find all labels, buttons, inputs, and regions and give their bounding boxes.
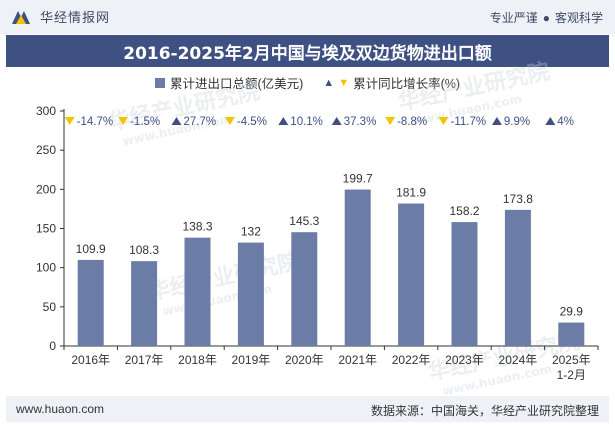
bar [504, 209, 531, 346]
x-category-label: 2021年 [338, 353, 377, 367]
bar-value-label: 138.3 [182, 220, 212, 234]
footer-url[interactable]: www.huaon.com [16, 402, 105, 416]
bar-value-label: 145.3 [289, 214, 319, 228]
y-tick-label: 0 [49, 339, 56, 353]
x-category-label: 2025年 [552, 353, 591, 367]
y-tick-label: 50 [43, 300, 57, 314]
y-tick-label: 200 [36, 182, 56, 196]
y-tick-label: 250 [36, 143, 56, 157]
slogan-left: 专业严谨 [489, 11, 538, 25]
legend-bar-label: 累计进出口总额(亿美元) [169, 77, 304, 91]
bar-value-label: 132 [241, 225, 261, 239]
legend-up-triangle-icon: ▲ [323, 76, 335, 89]
growth-up-triangle-icon [278, 117, 289, 125]
brand-logo-icon [10, 8, 32, 26]
brand: 华经情报网 [10, 7, 110, 26]
growth-rate-label: -14.7% [77, 116, 113, 128]
growth-rate-label: 27.7% [184, 116, 217, 128]
bar-value-label: 199.7 [343, 172, 373, 186]
growth-down-triangle-icon [224, 117, 235, 125]
chart-title: 2016-2025年2月中国与埃及双边货物进出口额 [123, 43, 492, 64]
footer-source: 数据来源：中国海关，华经产业研究院整理 [370, 404, 599, 418]
slogan: 专业严谨 ● 客观科学 [490, 9, 603, 26]
growth-up-triangle-icon [545, 117, 556, 125]
bar [291, 232, 318, 346]
x-category-label: 2023年 [445, 353, 484, 367]
footer-bar: www.huaon.com 数据来源：中国海关，华经产业研究院整理 [6, 396, 609, 422]
bar [77, 259, 104, 346]
bar [184, 237, 211, 346]
bar-value-label: 158.2 [449, 204, 479, 218]
bar [131, 261, 158, 346]
legend-bar-swatch [154, 77, 165, 88]
x-category-label: 2022年 [392, 353, 431, 367]
bar [237, 242, 264, 346]
bar [558, 322, 585, 346]
growth-up-triangle-icon [171, 117, 182, 125]
growth-up-triangle-icon [331, 117, 342, 125]
y-tick-label: 300 [36, 104, 56, 118]
x-category-label: 2016年 [71, 353, 110, 367]
x-category-label: 2024年 [499, 353, 538, 367]
bar-value-label: 181.9 [396, 186, 426, 200]
growth-rate-label: -1.5% [130, 116, 160, 128]
y-tick-label: 100 [36, 261, 56, 275]
growth-down-triangle-icon [438, 117, 449, 125]
bar-value-label: 109.9 [76, 242, 106, 256]
slogan-right: 客观科学 [554, 11, 603, 25]
y-tick-label: 150 [36, 222, 56, 236]
top-bar: 华经情报网 专业严谨 ● 客观科学 [0, 0, 615, 34]
growth-rate-label: -8.8% [397, 116, 427, 128]
bar [344, 189, 371, 346]
growth-rate-label: 9.9% [504, 116, 530, 128]
legend-item-bars: 累计进出口总额(亿美元) [154, 73, 304, 92]
legend-item-growth: ▲ ▼ 累计同比增长率(%) [323, 73, 460, 92]
x-category-label: 1-2月 [557, 368, 586, 382]
x-category-label: 2017年 [125, 353, 164, 367]
bar-value-label: 29.9 [560, 305, 584, 319]
x-category-label: 2018年 [178, 353, 217, 367]
legend-down-triangle-icon: ▼ [338, 76, 350, 89]
bar-chart: 华经产业研究院www.huaon.com华经产业研究院www.huaon.com… [36, 58, 599, 395]
growth-rate-label: 4% [557, 116, 574, 128]
growth-rate-label: 10.1% [290, 116, 323, 128]
x-category-label: 2020年 [285, 353, 324, 367]
legend-growth-label: 累计同比增长率(%) [353, 77, 461, 91]
bar [451, 222, 478, 346]
slogan-dot: ● [542, 11, 550, 25]
growth-rate-label: -11.7% [451, 116, 487, 128]
growth-down-triangle-icon [64, 117, 75, 125]
growth-rate-label: 37.3% [344, 116, 377, 128]
x-category-label: 2019年 [232, 353, 271, 367]
growth-down-triangle-icon [385, 117, 396, 125]
growth-up-triangle-icon [491, 117, 502, 125]
brand-name: 华经情报网 [40, 10, 111, 25]
bar [398, 203, 425, 346]
chart-legend: 累计进出口总额(亿美元) ▲ ▼ 累计同比增长率(%) [0, 73, 615, 92]
growth-rate-label: -4.5% [237, 116, 267, 128]
growth-down-triangle-icon [118, 117, 129, 125]
bar-value-label: 108.3 [129, 243, 159, 257]
bar-value-label: 173.8 [503, 192, 533, 206]
chart-title-bar: 2016-2025年2月中国与埃及双边货物进出口额 [6, 35, 609, 67]
